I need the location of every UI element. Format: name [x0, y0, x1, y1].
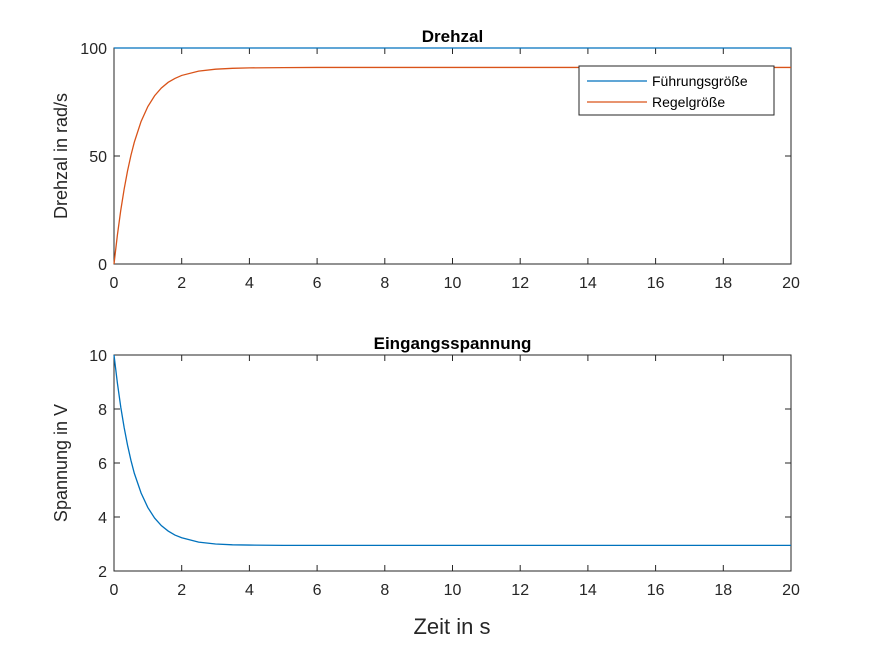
plot1-xtick-label: 2: [177, 275, 186, 292]
plot2-xtick-label: 18: [714, 582, 732, 599]
plot1-xtick-label: 4: [245, 275, 254, 292]
plot2-series-line-1: [113, 354, 791, 546]
plot2-xtick-label: 14: [579, 582, 597, 599]
plot1-xtick-label: 6: [313, 275, 322, 292]
plot1-xtick-label: 8: [380, 275, 389, 292]
plot2-xtick-label: 6: [313, 582, 322, 599]
plot2-ytick-label: 4: [98, 510, 107, 527]
plot1-ytick-label: 50: [89, 149, 107, 166]
plot2-xtick-label: 0: [110, 582, 119, 599]
plot1-xtick-label: 0: [110, 275, 119, 292]
figure-xlabel: Zeit in s: [413, 614, 490, 639]
plot2-title: Eingangsspannung: [374, 334, 532, 353]
plot2-xtick-label: 20: [782, 582, 800, 599]
plot2-axes-box: [113, 354, 792, 572]
plot1-legend-box: [578, 65, 775, 116]
plot2-xtick-label: 2: [177, 582, 186, 599]
plot2-ytick-label: 2: [98, 564, 107, 581]
plot1-xtick-label: 12: [511, 275, 529, 292]
plot1-xtick-label: 10: [444, 275, 462, 292]
plot1-xtick-label: 18: [714, 275, 732, 292]
plot2-xtick-label: 4: [245, 582, 254, 599]
plot2-ytick-label: 10: [89, 348, 107, 365]
plot1-legend-label-2: Regelgröße: [652, 94, 725, 110]
plot1-xtick-label: 20: [782, 275, 800, 292]
plot1-group: 0 2 4 6 8 10 12 14 16 18 20 0 50 100 Drehzal Drehzal in…: [51, 27, 800, 292]
plot1-ytick-label: 0: [98, 257, 107, 274]
plot2-group: 0 2 4 6 8 10 12 14 16 18 20246810EingangsspannungS…: [51, 334, 800, 599]
plot1-series-line-2: [113, 66, 791, 265]
plot1-title: Drehzal: [422, 27, 483, 46]
plot2-ytick-label: 8: [98, 402, 107, 419]
plot2-xtick-label: 16: [647, 582, 665, 599]
plot1-ytick-label: 100: [80, 41, 107, 58]
plot1-xtick-label: 16: [647, 275, 665, 292]
plot1-legend: Führungsgröße Regelgröße: [578, 65, 775, 116]
plot2-xtick-label: 8: [380, 582, 389, 599]
plot2-xtick-label: 12: [511, 582, 529, 599]
plot1-legend-label-1: Führungsgröße: [652, 73, 748, 89]
plot1-ylabel: Drehzal in rad/s: [51, 93, 71, 219]
plot1-xtick-label: 14: [579, 275, 597, 292]
plot2-ylabel: Spannung in V: [51, 404, 71, 522]
plot2-xtick-label: 10: [444, 582, 462, 599]
plot2-ytick-label: 6: [98, 456, 107, 473]
